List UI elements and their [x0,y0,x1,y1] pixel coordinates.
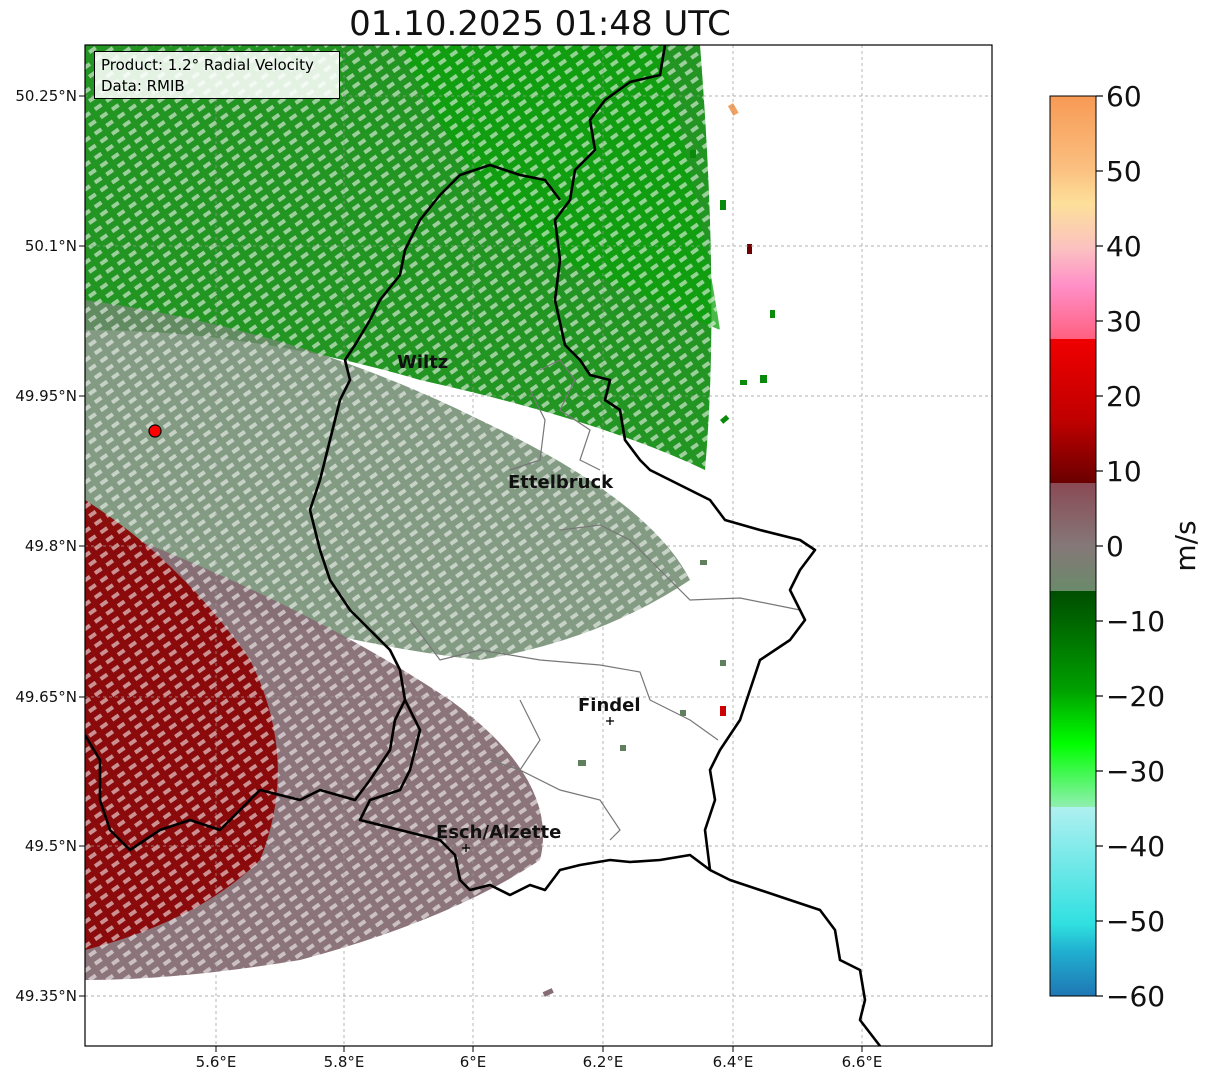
lat-tick-label: 49.5°N [25,837,77,855]
lat-tick-label: 50.25°N [15,87,77,105]
colorbar-tick-label: 0 [1106,530,1124,563]
lon-tick-label: 6.4°E [713,1053,754,1071]
lat-tick-label: 49.95°N [15,387,77,405]
lat-tick-label: 49.35°N [15,987,77,1005]
lon-tick-label: 5.6°E [196,1053,237,1071]
lat-tick-label: 49.65°N [15,688,77,706]
colorbar-tick-label: −60 [1106,980,1165,1013]
colorbar-tick-label: −50 [1106,905,1165,938]
colorbar-tick-label: −30 [1106,755,1165,788]
city-label-wiltz: Wiltz [397,352,448,373]
colorbar-tick-label: −10 [1106,605,1165,638]
colorbar-tick-label: 30 [1106,305,1142,338]
lat-tick-label: 49.8°N [25,537,77,555]
colorbar-tick-label: 60 [1106,80,1142,113]
city-label-ettelbruck: Ettelbruck [508,472,614,493]
product-line: Product: 1.2° Radial Velocity [101,56,314,74]
lon-tick-label: 5.8°E [324,1053,365,1071]
city-label-findel: Findel [578,695,641,716]
lon-axis: 5.6°E 5.8°E 6°E 6.2°E 6.4°E 6.6°E [196,1046,883,1071]
lon-tick-label: 6.6°E [842,1053,883,1071]
colorbar-tick-label: 20 [1106,380,1142,413]
colorbar: 60 50 40 30 20 10 0 −10 −20 −30 −40 −50 … [1049,80,1202,1013]
data-source-line: Data: RMIB [101,77,185,95]
colorbar-tick-label: 50 [1106,155,1142,188]
colorbar-tick-label: −20 [1106,680,1165,713]
colorbar-gradient [1049,95,1097,997]
lon-tick-label: 6.2°E [583,1053,624,1071]
country-borders [85,45,882,1046]
product-info-box: Product: 1.2° Radial Velocity Data: RMIB [94,51,340,99]
colorbar-tick-label: 10 [1106,455,1142,488]
map-title: 01.10.2025 01:48 UTC [349,4,731,44]
canton-boundaries [409,359,801,841]
colorbar-tick-label: 40 [1106,230,1142,263]
colorbar-tick-label: −40 [1106,830,1165,863]
radar-site-marker [148,424,162,438]
colorbar-unit-label: m/s [1169,520,1202,571]
city-label-esch-alzette: Esch/Alzette [436,822,561,843]
lat-axis: 50.25°N 50.1°N 49.95°N 49.8°N 49.65°N 49… [15,87,85,1005]
city-markers [462,717,614,852]
lat-tick-label: 50.1°N [25,237,77,255]
lon-tick-label: 6°E [460,1053,487,1071]
radar-velocity-field [85,45,992,1046]
